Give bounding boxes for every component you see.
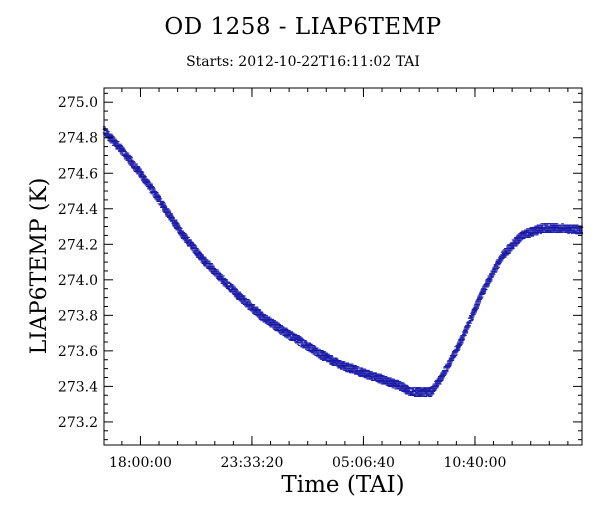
data-points bbox=[102, 126, 584, 397]
chart-title: OD 1258 - LIAP6TEMP bbox=[164, 14, 442, 40]
chart-subtitle: Starts: 2012-10-22T16:11:02 TAI bbox=[186, 54, 420, 70]
